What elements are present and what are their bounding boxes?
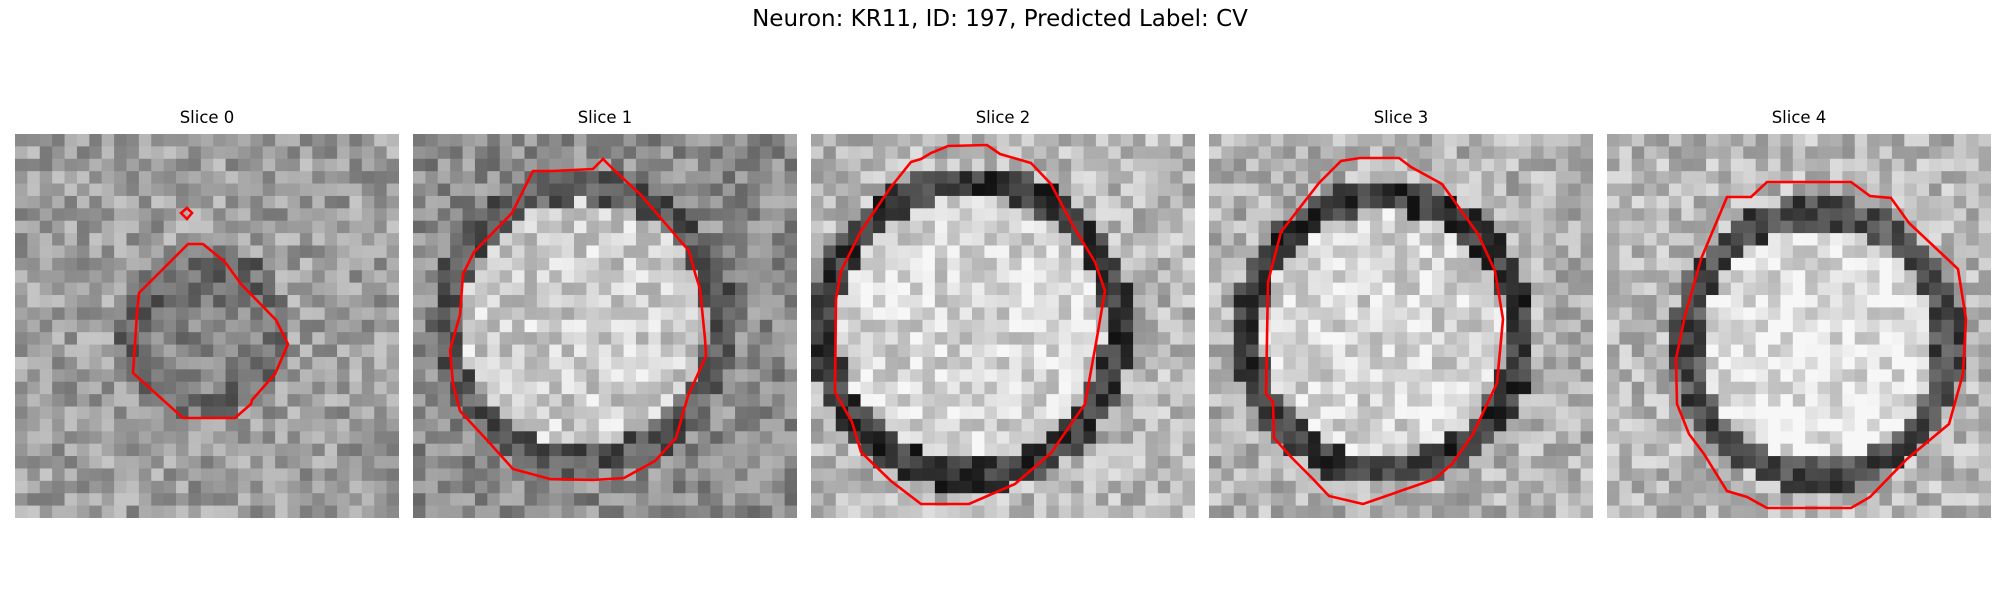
microscopy-pixels-4 — [1607, 134, 1991, 518]
microscopy-pixels-0 — [15, 134, 399, 518]
slice-panel-3: Slice 3 — [1209, 108, 1593, 518]
slice-panel-0: Slice 0 — [15, 108, 399, 518]
cell-contour-2 — [833, 143, 1107, 506]
slice-panel-4: Slice 4 — [1607, 108, 1991, 518]
slice-image-4 — [1607, 134, 1991, 518]
cell-contour-3 — [1264, 156, 1505, 506]
slice-image-0 — [15, 134, 399, 518]
slice-image-2 — [811, 134, 1195, 518]
slice-title-0: Slice 0 — [179, 108, 235, 127]
slice-image-3 — [1209, 134, 1593, 518]
slice-title-2: Slice 2 — [975, 108, 1031, 127]
cell-contour-1 — [448, 157, 708, 482]
small-contour-0 — [179, 206, 194, 221]
figure-title: Neuron: KR11, ID: 197, Predicted Label: … — [752, 6, 1248, 32]
cell-contour-0 — [131, 242, 290, 420]
slice-panel-1: Slice 1 — [413, 108, 797, 518]
cell-contour-4 — [1674, 180, 1968, 510]
slice-image-1 — [413, 134, 797, 518]
slice-title-1: Slice 1 — [577, 108, 633, 127]
slice-panel-2: Slice 2 — [811, 108, 1195, 518]
slice-title-3: Slice 3 — [1373, 108, 1429, 127]
slice-title-4: Slice 4 — [1771, 108, 1827, 127]
microscopy-pixels-1 — [413, 134, 797, 518]
microscopy-pixels-3 — [1209, 134, 1593, 518]
